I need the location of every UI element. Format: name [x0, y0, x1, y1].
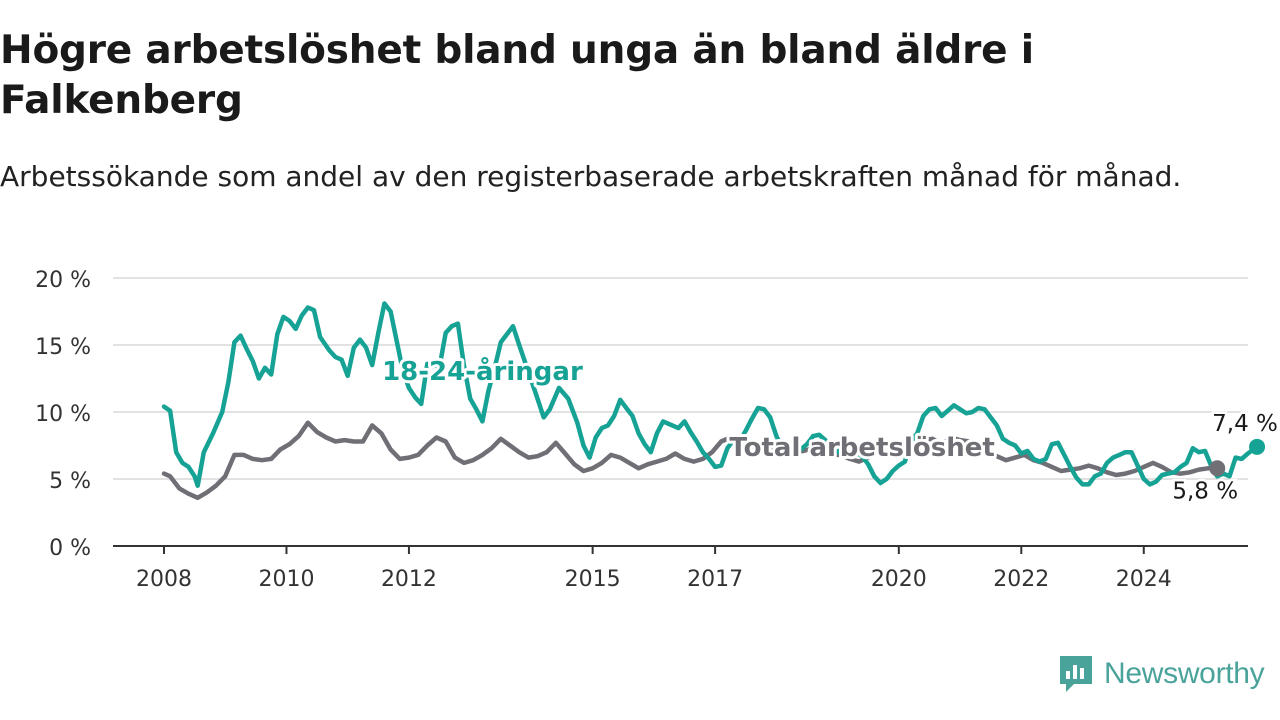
y-tick-label: 15 %: [35, 335, 91, 360]
x-tick-label: 2024: [1116, 567, 1172, 592]
x-tick-label: 2017: [687, 567, 743, 592]
y-tick-label: 5 %: [49, 469, 91, 494]
end-label-youth: 7,4 %: [1212, 411, 1278, 437]
brand-name: Newsworthy: [1104, 657, 1265, 690]
x-tick-label: 2008: [136, 567, 192, 592]
series-annotation: Total arbetslöshet: [729, 433, 994, 463]
series-annotation: 18-24-åringar: [382, 355, 583, 387]
series-line-youth: [161, 301, 1260, 488]
line-chart: 0 % 5 % 10 % 15 % 20 % 2008 2010 2012 2015 2017 20…: [35, 268, 1278, 592]
chart-subtitle: Arbetssökande som andel av den registerb…: [0, 160, 1182, 193]
x-tick-label: 2020: [871, 567, 927, 592]
brand-logo: Newsworthy: [1058, 654, 1265, 694]
end-label-total: 5,8 %: [1172, 478, 1238, 504]
x-tick-label: 2015: [565, 567, 621, 592]
y-tick-label: 10 %: [35, 402, 91, 427]
x-tick-label: 2012: [381, 567, 437, 592]
end-point-total: [1209, 460, 1226, 477]
y-tick-label: 20 %: [35, 268, 91, 293]
newsworthy-logo-icon: [1060, 656, 1092, 692]
x-tick-label: 2010: [258, 567, 314, 592]
x-tick-label: 2022: [993, 567, 1049, 592]
y-tick-label: 0 %: [49, 536, 91, 561]
end-point-youth: [1249, 438, 1266, 455]
chart-title: Högre arbetslöshet bland unga än bland ä…: [0, 28, 1034, 123]
